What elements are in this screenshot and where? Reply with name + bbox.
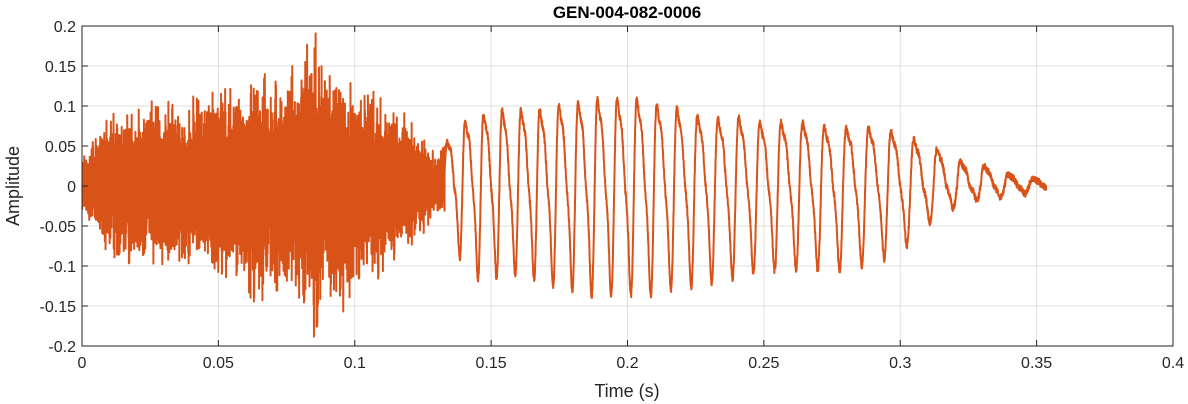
x-tick-label: 0.2: [616, 355, 638, 372]
x-tick-label: 0.15: [476, 355, 507, 372]
waveform-series-line: [82, 32, 1048, 338]
chart-title: GEN-004-082-0006: [553, 3, 701, 22]
x-axis-ticks: 0 0.05 0.1 0.15 0.2 0.25 0.3 0.35 0.4: [78, 26, 1184, 372]
plot-area: [82, 32, 1048, 338]
x-tick-label: 0.4: [1162, 355, 1184, 372]
y-tick-label: -0.15: [40, 299, 77, 316]
y-axis-ticks: 0.2 0.15 0.1 0.05 0 -0.05 -0.1 -0.15 -0.2: [40, 19, 1173, 356]
y-tick-label: -0.05: [40, 219, 77, 236]
y-tick-label: 0.15: [45, 59, 76, 76]
y-tick-label: -0.1: [48, 259, 76, 276]
y-tick-label: 0.2: [54, 19, 76, 36]
y-tick-label: 0.05: [45, 139, 76, 156]
y-tick-label: 0.1: [54, 99, 76, 116]
x-tick-label: 0.1: [344, 355, 366, 372]
y-tick-label: 0: [67, 179, 76, 196]
x-tick-label: 0.05: [203, 355, 234, 372]
y-tick-label: -0.2: [48, 339, 76, 356]
x-tick-label: 0.25: [748, 355, 779, 372]
x-axis-title: Time (s): [594, 381, 659, 401]
x-tick-label: 0: [78, 355, 87, 372]
x-tick-label: 0.3: [889, 355, 911, 372]
y-axis-title: Amplitude: [3, 146, 23, 226]
x-tick-label: 0.35: [1021, 355, 1052, 372]
